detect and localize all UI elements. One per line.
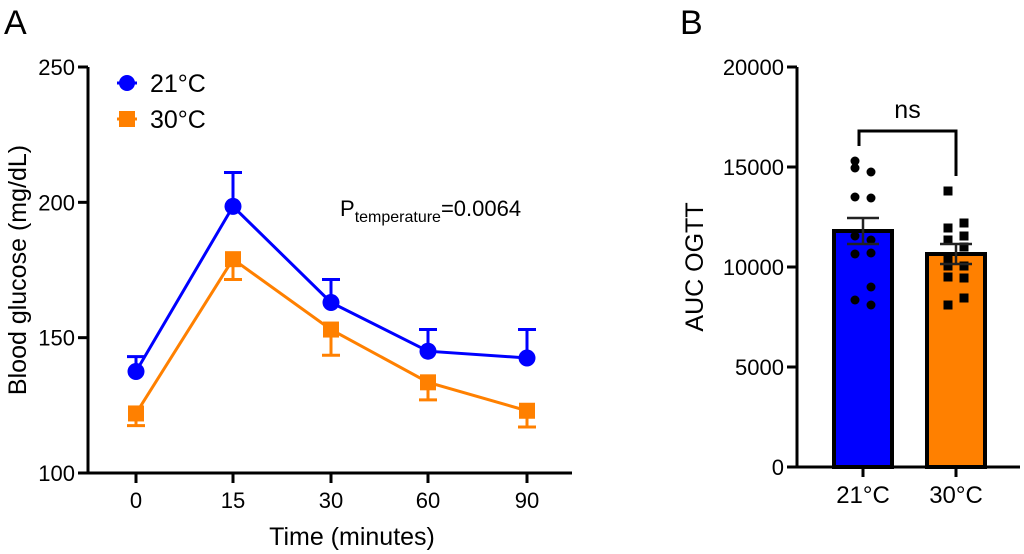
individual-point xyxy=(850,249,860,259)
p-value-annotation: Ptemperature=0.0064 xyxy=(340,196,521,226)
data-point xyxy=(225,251,241,268)
x-tick-label: 30 xyxy=(319,488,343,513)
individual-point xyxy=(866,248,876,258)
individual-point xyxy=(943,300,953,310)
individual-point xyxy=(943,223,953,233)
panel-a-axes: 100 150 200 250 0 15 30 60 90 xyxy=(38,55,572,513)
data-point xyxy=(322,293,340,311)
individual-point xyxy=(943,235,953,245)
data-point xyxy=(224,197,242,215)
y-tick-label: 0 xyxy=(772,455,784,480)
legend-label: 21°C xyxy=(150,70,206,98)
individual-point xyxy=(943,272,953,282)
data-point xyxy=(323,321,339,338)
individual-point xyxy=(959,231,969,241)
x-tick-label: 90 xyxy=(515,488,539,513)
bar-30°C xyxy=(925,252,987,469)
y-tick-label: 100 xyxy=(38,461,75,486)
data-point xyxy=(519,402,535,419)
panel-a-y-axis-title: Blood glucose (mg/dL) xyxy=(4,145,32,395)
bar-21°C xyxy=(832,229,894,469)
p-value-suffix: =0.0064 xyxy=(441,196,521,221)
panel-a-x-axis-title: Time (minutes) xyxy=(269,523,435,551)
legend-label: 30°C xyxy=(150,106,206,134)
panel-b-y-axis-title: AUC OGTT xyxy=(681,202,709,331)
panel-a-legend: 21°C 30°C xyxy=(117,70,206,134)
y-tick-label: 250 xyxy=(38,55,75,80)
legend-marker-circle xyxy=(119,75,135,91)
x-tick-label: 0 xyxy=(130,488,142,513)
individual-point xyxy=(866,193,876,203)
y-tick-label: 200 xyxy=(38,190,75,215)
individual-point xyxy=(866,282,876,292)
individual-point xyxy=(959,218,969,228)
data-point xyxy=(127,363,145,380)
significance-label: ns xyxy=(894,96,920,124)
y-tick-label: 15000 xyxy=(723,155,784,180)
individual-point xyxy=(850,231,860,241)
significance-bracket-line xyxy=(857,129,958,176)
individual-point xyxy=(959,293,969,303)
individual-point xyxy=(959,242,969,252)
data-point xyxy=(420,374,436,391)
p-value-prefix: P xyxy=(340,196,355,221)
y-tick-label: 10000 xyxy=(723,255,784,280)
panel-label-a: A xyxy=(4,4,27,42)
significance-bracket: ns xyxy=(857,96,958,176)
x-tick-label: 21°C xyxy=(836,482,890,509)
y-tick-label: 150 xyxy=(38,326,75,351)
individual-point xyxy=(866,235,876,245)
x-tick-label: 60 xyxy=(416,488,440,513)
individual-point xyxy=(959,273,969,283)
individual-point xyxy=(943,186,953,196)
legend-marker-square xyxy=(119,111,135,127)
individual-point xyxy=(850,295,860,305)
individual-point xyxy=(866,300,876,310)
x-tick-label: 30°C xyxy=(929,482,983,509)
individual-point xyxy=(850,156,860,166)
panel-label-b: B xyxy=(680,4,703,42)
panel-b-axes: 0 5000 10000 15000 20000 21°C 30°C xyxy=(723,55,1020,509)
panel-b-points xyxy=(847,156,972,310)
individual-point xyxy=(943,253,953,263)
individual-point xyxy=(850,163,860,173)
individual-point xyxy=(959,261,969,271)
individual-point xyxy=(850,192,860,202)
data-point xyxy=(419,342,437,360)
panel-b: B 0 5000 10000 15000 20000 21°C 30°C ns AUC OG… xyxy=(680,4,1020,509)
panel-a: A 100 150 200 250 0 15 30 60 90 21°C 30°C Blood g… xyxy=(4,4,572,551)
individual-point xyxy=(943,261,953,271)
p-value-subscript: temperature xyxy=(355,209,441,226)
panel-a-series xyxy=(127,171,536,429)
y-tick-label: 5000 xyxy=(735,355,784,380)
data-point xyxy=(128,405,144,422)
y-tick-label: 20000 xyxy=(723,55,784,80)
individual-point xyxy=(866,167,876,177)
x-tick-label: 15 xyxy=(221,488,245,513)
data-point xyxy=(518,349,536,367)
